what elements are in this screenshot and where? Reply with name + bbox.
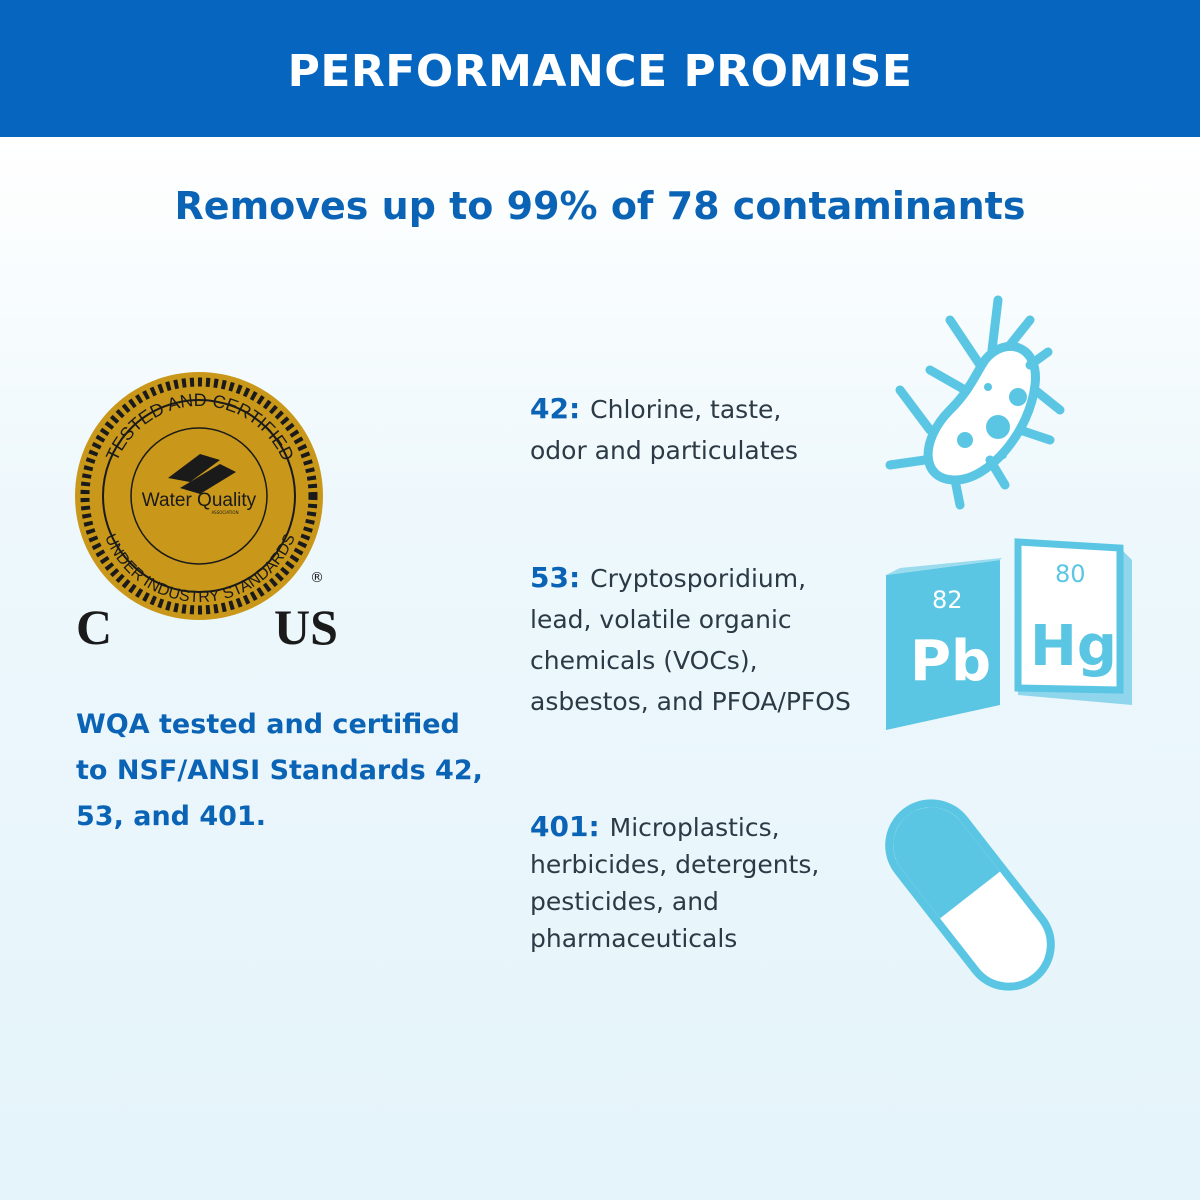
standard-description: Microplastics, herbicides, detergents, p…: [530, 813, 820, 953]
header-banner: PERFORMANCE PROMISE: [0, 0, 1200, 137]
lead-symbol: Pb: [910, 629, 991, 694]
standard-number: 401:: [530, 810, 600, 843]
bacteria-icon: [885, 295, 1065, 510]
svg-text:ASSOCIATION: ASSOCIATION: [211, 510, 238, 515]
standard-description: Cryptosporidium, lead, volatile organic …: [530, 564, 851, 716]
svg-text:®: ®: [310, 570, 324, 586]
svg-text:Water Quality: Water Quality: [142, 490, 257, 511]
svg-text:US: US: [274, 599, 338, 655]
certification-text: WQA tested and certified to NSF/ANSI Sta…: [76, 709, 483, 832]
lead-atomic-number: 82: [932, 586, 963, 614]
periodic-elements-icon: 82 Pb 80 Hg: [886, 538, 1132, 730]
mercury-atomic-number: 80: [1055, 560, 1086, 588]
standard-401-item: 401: Microplastics, herbicides, detergent…: [530, 808, 840, 957]
standard-53-item: 53: Cryptosporidium, lead, volatile organ…: [530, 557, 875, 722]
mercury-symbol: Hg: [1030, 614, 1117, 679]
page-title: PERFORMANCE PROMISE: [287, 46, 913, 97]
standard-number: 42:: [530, 392, 581, 425]
standard-number: 53:: [530, 561, 581, 594]
standard-description: Chlorine, taste, odor and particulates: [530, 395, 798, 465]
standard-42-item: 42: Chlorine, taste, odor and particulate…: [530, 388, 830, 471]
capsule-icon: [885, 799, 1055, 991]
svg-text:C: C: [76, 599, 112, 655]
subtitle: Removes up to 99% of 78 contaminants: [174, 184, 1026, 228]
wqa-seal-logo: TESTED AND CERTIFIED UNDER INDUSTRY STAN…: [75, 372, 338, 655]
